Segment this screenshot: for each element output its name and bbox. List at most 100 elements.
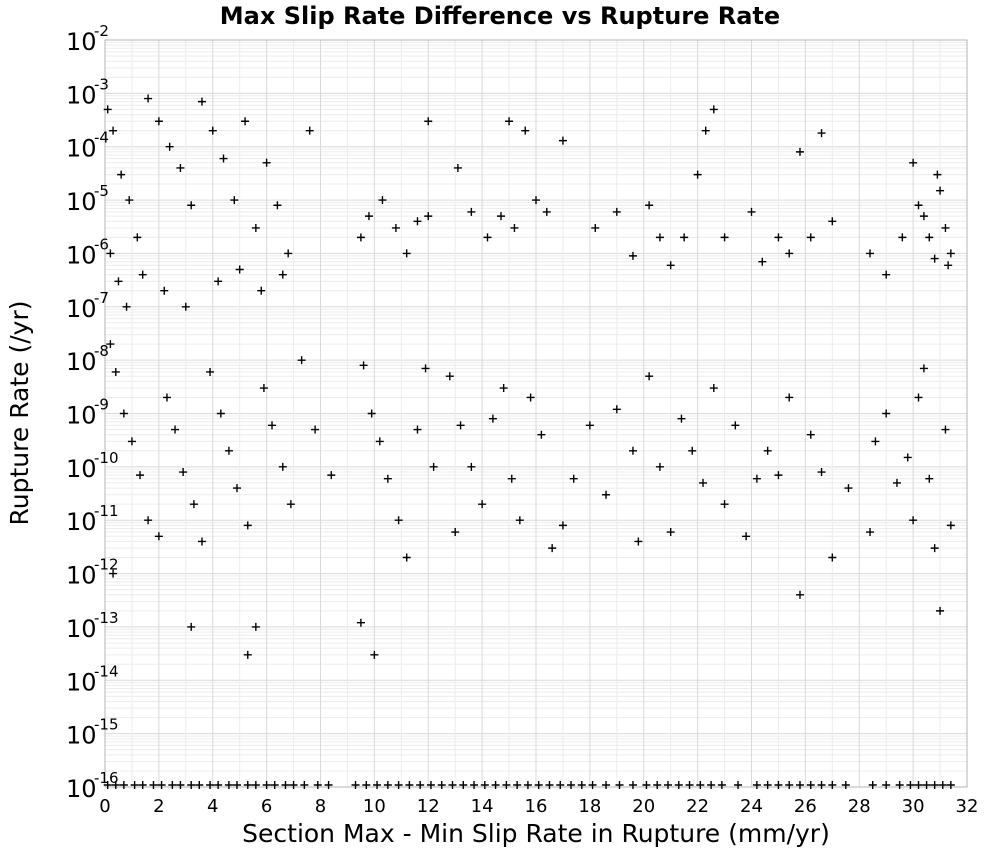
- data-point: [785, 393, 794, 402]
- data-point: [459, 781, 468, 789]
- y-tick-exponent: -14: [94, 662, 119, 680]
- data-point: [602, 490, 611, 499]
- data-point: [930, 544, 939, 553]
- data-point: [278, 270, 287, 279]
- data-point: [868, 781, 877, 789]
- data-point: [281, 781, 290, 789]
- data-point: [179, 468, 188, 477]
- data-point: [914, 393, 923, 402]
- data-point: [734, 781, 743, 789]
- data-point: [795, 590, 804, 599]
- data-point: [445, 372, 454, 381]
- data-point: [251, 781, 260, 789]
- data-point: [356, 233, 365, 242]
- data-point: [270, 781, 279, 789]
- data-point: [187, 781, 196, 789]
- data-point: [763, 781, 772, 789]
- y-tick-label: 10: [66, 615, 97, 643]
- data-point: [453, 163, 462, 172]
- data-point: [591, 223, 600, 232]
- data-markers: [103, 94, 955, 789]
- data-point: [413, 217, 422, 226]
- data-point: [707, 781, 716, 789]
- chart-title: Max Slip Rate Difference vs Rupture Rate: [220, 2, 780, 30]
- data-point: [499, 384, 508, 393]
- data-point: [558, 136, 567, 145]
- data-point: [774, 781, 783, 789]
- data-point: [251, 622, 260, 631]
- data-point: [138, 270, 147, 279]
- data-point: [534, 781, 543, 789]
- data-point: [356, 618, 365, 627]
- y-tick-label: 10: [66, 668, 97, 696]
- data-point: [114, 277, 123, 286]
- data-point: [523, 781, 532, 789]
- data-point: [214, 277, 223, 286]
- data-point: [394, 781, 403, 789]
- data-point: [925, 474, 934, 483]
- data-point: [941, 425, 950, 434]
- data-point: [127, 437, 136, 446]
- y-tick-labels: 10-210-310-410-510-610-710-810-910-1010-…: [66, 22, 119, 803]
- x-tick-labels: 0 2 4 6 8 10 12 14 16 18 20 22 24 26 28 30 32: [99, 796, 978, 817]
- data-point: [502, 781, 511, 789]
- data-point: [496, 212, 505, 221]
- data-point: [785, 781, 794, 789]
- data-point: [262, 781, 271, 789]
- y-tick-exponent: -15: [94, 716, 119, 734]
- data-point: [532, 196, 540, 205]
- y-tick-label: 10: [66, 722, 97, 750]
- data-point: [367, 409, 376, 418]
- data-point: [187, 201, 196, 210]
- data-point: [405, 781, 414, 789]
- data-point: [709, 105, 718, 114]
- data-point: [521, 126, 530, 135]
- data-point: [176, 781, 185, 789]
- data-point: [424, 117, 433, 126]
- y-tick-label: 10: [66, 455, 97, 483]
- data-point: [645, 372, 654, 381]
- x-tick-label: 32: [956, 796, 979, 817]
- y-tick-exponent: -11: [94, 502, 119, 520]
- data-point: [752, 781, 761, 789]
- data-point: [103, 781, 112, 789]
- data-point: [224, 446, 233, 455]
- data-point: [171, 425, 180, 434]
- data-point: [219, 154, 228, 163]
- data-point: [680, 233, 689, 242]
- data-point: [232, 781, 241, 789]
- x-tick-label: 10: [363, 796, 386, 817]
- data-point: [232, 484, 241, 493]
- data-point: [394, 516, 403, 525]
- data-point: [615, 781, 624, 789]
- data-point: [421, 364, 430, 373]
- data-point: [111, 367, 120, 376]
- data-point: [467, 462, 476, 471]
- y-tick-label: 10: [66, 348, 97, 376]
- data-point: [946, 521, 955, 530]
- data-point: [370, 650, 379, 659]
- data-point: [133, 233, 142, 242]
- data-point: [224, 781, 233, 789]
- data-point: [844, 484, 853, 493]
- data-point: [383, 781, 392, 789]
- data-point: [909, 158, 918, 167]
- data-point: [747, 207, 756, 216]
- data-point: [189, 500, 198, 509]
- data-point: [709, 384, 718, 393]
- x-tick-label: 28: [848, 796, 871, 817]
- data-point: [230, 196, 239, 205]
- data-point: [663, 781, 672, 789]
- data-point: [720, 233, 729, 242]
- data-point: [262, 158, 271, 167]
- y-tick-exponent: -4: [94, 129, 109, 147]
- data-point: [416, 781, 425, 789]
- data-point: [324, 781, 333, 789]
- x-tick-label: 2: [153, 796, 164, 817]
- data-point: [448, 781, 457, 789]
- data-point: [906, 781, 915, 789]
- data-point: [373, 781, 382, 789]
- data-point: [925, 233, 934, 242]
- data-point: [758, 257, 767, 266]
- data-point: [235, 265, 244, 274]
